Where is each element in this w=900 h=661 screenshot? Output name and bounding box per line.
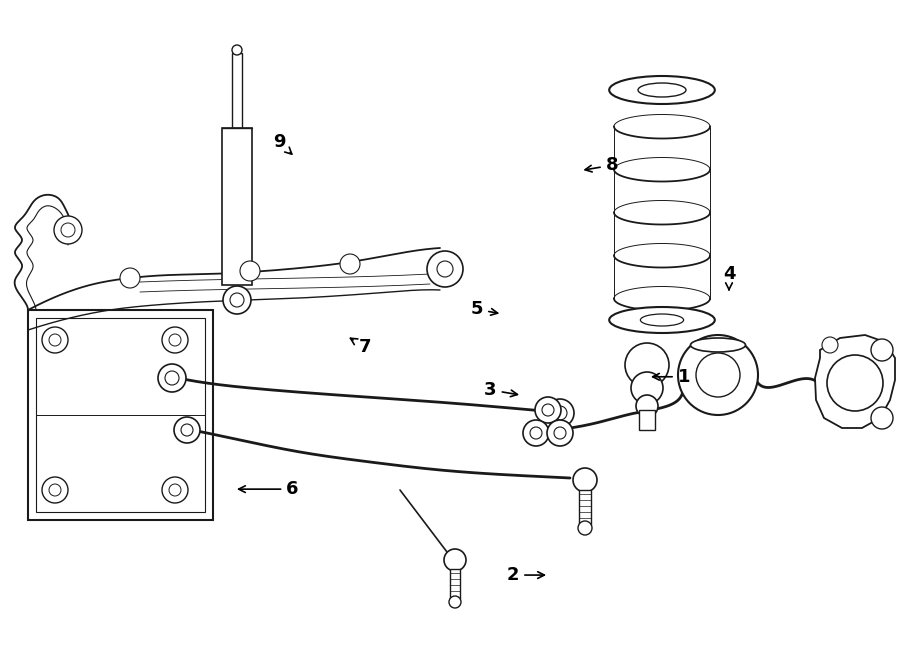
Ellipse shape xyxy=(690,338,745,352)
Circle shape xyxy=(523,420,549,446)
Circle shape xyxy=(232,45,242,55)
Text: 9: 9 xyxy=(273,133,292,154)
Circle shape xyxy=(535,397,561,423)
Bar xyxy=(639,410,655,430)
Circle shape xyxy=(578,521,592,535)
Circle shape xyxy=(223,286,251,314)
Circle shape xyxy=(827,355,883,411)
Circle shape xyxy=(120,268,140,288)
Circle shape xyxy=(625,343,669,387)
Circle shape xyxy=(547,420,573,446)
Circle shape xyxy=(174,417,200,443)
Text: 5: 5 xyxy=(471,300,498,319)
Circle shape xyxy=(42,327,68,353)
Text: 1: 1 xyxy=(652,368,690,386)
Bar xyxy=(450,569,460,599)
Circle shape xyxy=(696,353,740,397)
Circle shape xyxy=(162,327,188,353)
Text: 6: 6 xyxy=(238,480,299,498)
Ellipse shape xyxy=(641,314,684,326)
Circle shape xyxy=(240,261,260,281)
Circle shape xyxy=(42,477,68,503)
Bar xyxy=(222,128,252,285)
Circle shape xyxy=(427,251,463,287)
Circle shape xyxy=(871,339,893,361)
Bar xyxy=(36,318,205,512)
Circle shape xyxy=(162,477,188,503)
Circle shape xyxy=(546,399,574,427)
Text: 8: 8 xyxy=(585,156,618,175)
Ellipse shape xyxy=(638,83,686,97)
Circle shape xyxy=(573,468,597,492)
Circle shape xyxy=(678,335,758,415)
Bar xyxy=(232,53,242,128)
Text: 7: 7 xyxy=(350,338,371,356)
Circle shape xyxy=(530,427,542,439)
Bar xyxy=(579,490,591,525)
Circle shape xyxy=(871,407,893,429)
Bar xyxy=(28,310,213,520)
Circle shape xyxy=(542,404,554,416)
Circle shape xyxy=(444,549,466,571)
Circle shape xyxy=(631,372,663,404)
Polygon shape xyxy=(815,335,895,428)
Text: 3: 3 xyxy=(484,381,518,399)
Circle shape xyxy=(158,364,186,392)
Text: 2: 2 xyxy=(507,566,544,584)
Ellipse shape xyxy=(609,307,715,333)
Circle shape xyxy=(54,216,82,244)
Circle shape xyxy=(636,395,658,417)
Circle shape xyxy=(449,596,461,608)
Ellipse shape xyxy=(609,76,715,104)
Circle shape xyxy=(340,254,360,274)
Circle shape xyxy=(822,337,838,353)
Text: 4: 4 xyxy=(723,265,735,290)
Circle shape xyxy=(554,427,566,439)
